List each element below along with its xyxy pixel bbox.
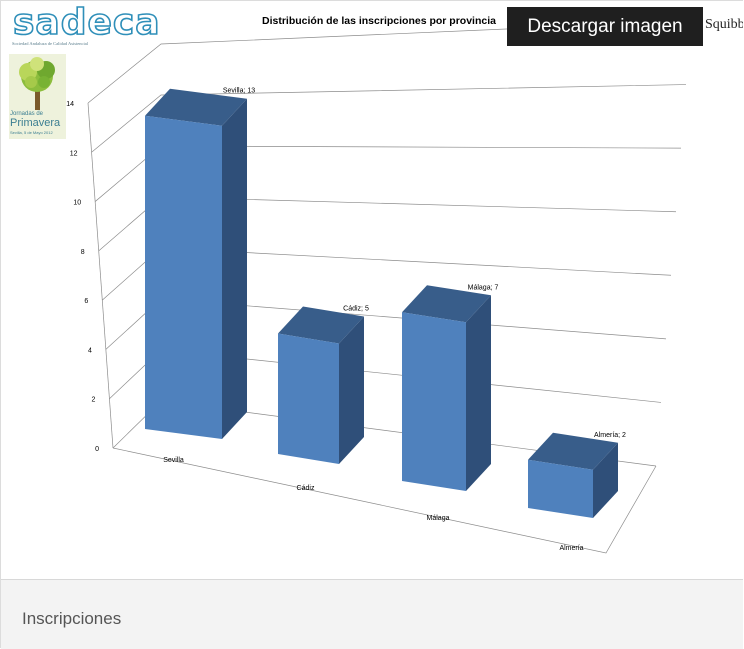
bar: [145, 115, 222, 439]
y-tick-label: 12: [70, 150, 78, 157]
image-caption: Inscripciones: [22, 609, 122, 628]
data-label: Cádiz; 5: [343, 306, 369, 313]
y-tick-label: 14: [66, 101, 74, 108]
bar-side: [339, 316, 364, 464]
data-label: Almería; 2: [594, 432, 626, 439]
data-label: Sevilla; 13: [223, 88, 255, 95]
poster-line-1: Jornadas de: [10, 111, 44, 117]
bar: [402, 312, 466, 491]
y-tick-label: 6: [84, 298, 88, 305]
poster-line-3: Sevilla, 5 de Mayo 2012: [10, 130, 53, 135]
y-tick-label: 4: [88, 347, 92, 354]
bar-side: [222, 98, 247, 439]
bar-top: [528, 432, 618, 470]
bar-chart: Distribución de las inscripciones por pr…: [66, 15, 692, 554]
sadeca-logo: sadeca: [12, 2, 161, 43]
x-tick-label: Cádiz: [297, 485, 315, 492]
y-tick-label: 2: [92, 397, 96, 404]
tree-icon: [19, 57, 55, 110]
jornadas-poster: Jornadas de Primavera Sevilla, 5 de Mayo…: [9, 54, 66, 139]
gridline: [91, 84, 687, 153]
poster-line-2: Primavera: [10, 117, 61, 129]
y-axis-line: [87, 102, 114, 449]
bar: [528, 459, 593, 518]
chart-image-area: sadeca Sociedad Andaluza de Calidad Asis…: [1, 1, 743, 579]
bar: [278, 333, 339, 464]
logo-subtitle: Sociedad Andaluza de Calidad Asistencial: [12, 41, 88, 46]
x-tick-label: Sevilla: [163, 457, 184, 464]
bar-top: [278, 306, 364, 344]
chart-title: Distribución de las inscripciones por pr…: [262, 15, 496, 27]
bar-top: [145, 88, 247, 126]
caption-bar: Inscripciones: [1, 579, 743, 649]
download-image-button[interactable]: Descargar imagen: [507, 7, 703, 46]
x-tick-label: Almería: [559, 545, 583, 552]
chart-floor: [112, 447, 657, 554]
bar-side: [466, 295, 491, 491]
bar-side: [593, 442, 618, 518]
y-tick-label: 10: [73, 200, 81, 207]
squibb-logo: Squibb: [705, 17, 743, 32]
bar-top: [402, 285, 491, 323]
data-label: Málaga; 7: [468, 284, 499, 291]
y-tick-label: 8: [81, 249, 85, 256]
x-tick-label: Málaga: [427, 515, 450, 522]
y-tick-label: 0: [95, 446, 99, 453]
